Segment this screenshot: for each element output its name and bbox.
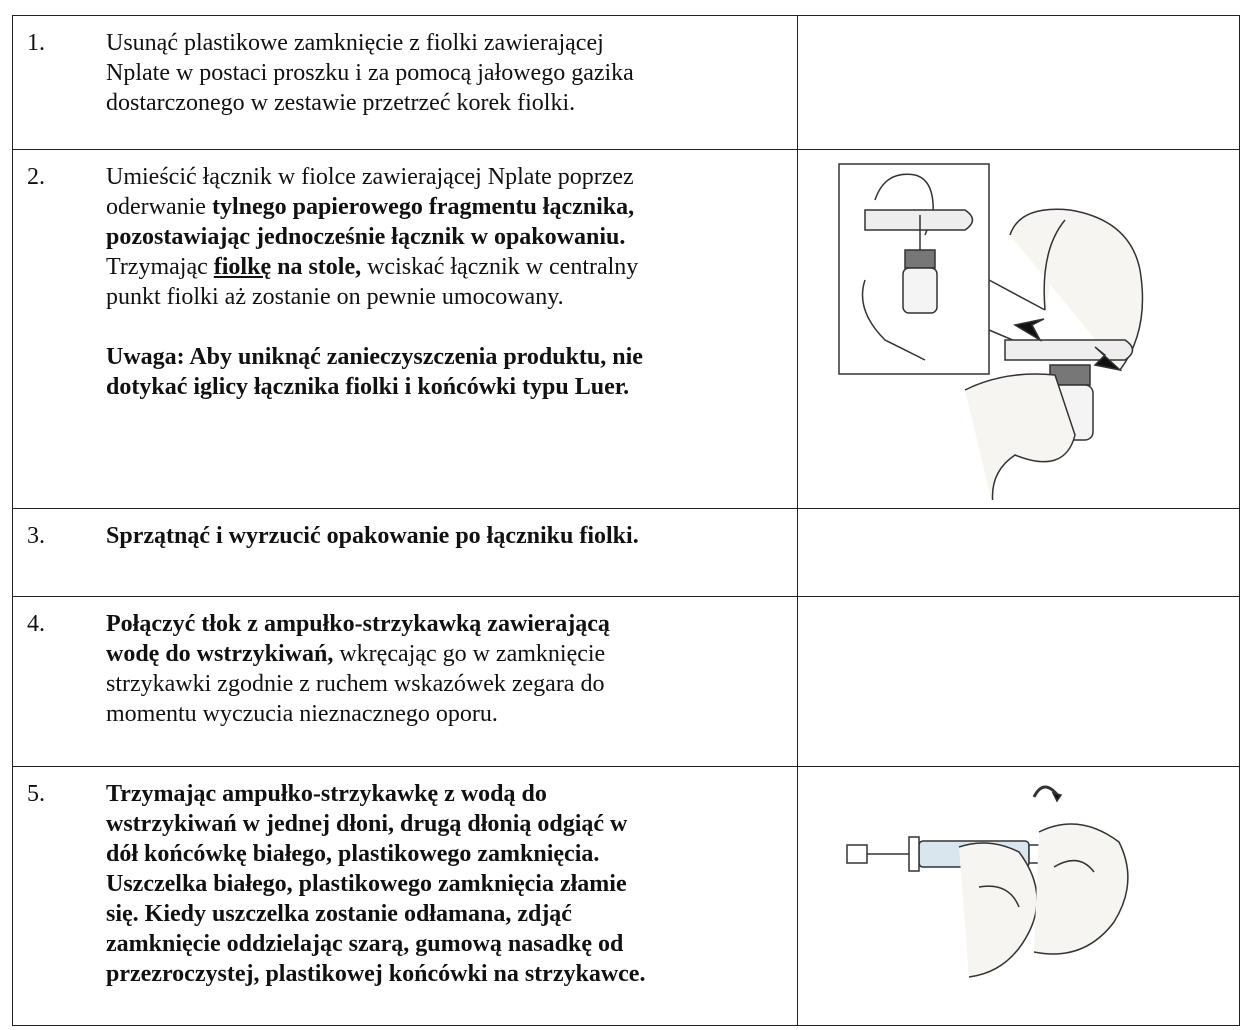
paragraph: Umieścić łącznik w fiolce zawierającej N… (106, 162, 643, 312)
text-line: zamknięcie oddzielając szarą, gumową nas… (106, 929, 645, 959)
paragraph: Uwaga: Aby uniknąć zanieczyszczenia prod… (106, 342, 643, 402)
paragraph: Trzymając ampułko-strzykawkę z wodą do ws… (106, 779, 645, 989)
text-line: Nplate w postaci proszku i za pomocą jał… (106, 58, 634, 88)
bold-text: przezroczystej, plastikowej końcówki na … (106, 961, 646, 987)
image-cell (799, 509, 1239, 596)
text-run: Trzymając (106, 254, 214, 280)
text-line: Sprzątnąć i wyrzucić opakowanie po łączn… (106, 521, 639, 551)
step-number: 4. (27, 611, 45, 637)
text-run: wkręcając go w zamknięcie (333, 641, 606, 667)
text-run: Usunąć plastikowe zamknięcie z fiolki za… (106, 30, 604, 56)
text-run: strzykawki zgodnie z ruchem wskazówek ze… (106, 671, 605, 697)
column-divider (797, 509, 798, 596)
bold-text: Uwaga: Aby uniknąć zanieczyszczenia prod… (106, 344, 643, 370)
image-cell (799, 16, 1239, 149)
table-row: 2. Umieścić łącznik w fiolce zawierającej… (12, 149, 1240, 508)
paragraph: Usunąć plastikowe zamknięcie z fiolki za… (106, 28, 634, 118)
text-line: Połączyć tłok z ampułko-strzykawką zawie… (106, 609, 610, 639)
image-cell (799, 767, 1239, 1025)
step-text: Usunąć plastikowe zamknięcie z fiolki za… (106, 28, 634, 118)
table-row: 4. Połączyć tłok z ampułko-strzykawką zaw… (12, 596, 1240, 766)
bold-text: wstrzykiwań w jednej dłoni, drugą dłonią… (106, 811, 628, 837)
text-run: wciskać łącznik w centralny (361, 254, 639, 280)
text-run: punkt fiolki aż zostanie on pewnie umoco… (106, 284, 564, 310)
step-number: 5. (27, 781, 45, 807)
step-number: 3. (27, 523, 45, 549)
text-line: punkt fiolki aż zostanie on pewnie umoco… (106, 282, 643, 312)
text-line: dotykać iglicy łącznika fiolki i końcówk… (106, 372, 643, 402)
bold-text: się. Kiedy uszczelka zostanie odłamana, … (106, 901, 572, 927)
step-text: Połączyć tłok z ampułko-strzykawką zawie… (106, 609, 610, 729)
text-line: Umieścić łącznik w fiolce zawierającej N… (106, 162, 643, 192)
column-divider (797, 16, 798, 149)
text-line: oderwanie tylnego papierowego fragmentu … (106, 192, 643, 222)
step-number: 1. (27, 30, 45, 56)
text-line: strzykawki zgodnie z ruchem wskazówek ze… (106, 669, 610, 699)
text-line: momentu wyczucia nieznacznego oporu. (106, 699, 610, 729)
text-line: pozostawiając jednocześnie łącznik w opa… (106, 222, 643, 252)
text-line: Uszczelka białego, plastikowego zamknięc… (106, 869, 645, 899)
text-line: Trzymając ampułko-strzykawkę z wodą do (106, 779, 645, 809)
table-row: 3. Sprzątnąć i wyrzucić opakowanie po łąc… (12, 508, 1240, 596)
bold-text: Sprzątnąć i wyrzucić opakowanie po łączn… (106, 523, 639, 549)
text-line: dół końcówkę białego, plastikowego zamkn… (106, 839, 645, 869)
instruction-table: 1. Usunąć plastikowe zamknięcie z fiolki … (12, 15, 1240, 1026)
bold-text: pozostawiając jednocześnie łącznik w opa… (106, 224, 626, 250)
text-line: przezroczystej, plastikowej końcówki na … (106, 959, 645, 989)
step-text: Sprzątnąć i wyrzucić opakowanie po łączn… (106, 521, 639, 551)
bold-text: wodę do wstrzykiwań, (106, 641, 334, 667)
bold-text: zamknięcie oddzielając szarą, gumową nas… (106, 931, 624, 957)
bold-text: Uszczelka białego, plastikowego zamknięc… (106, 871, 627, 897)
bold-text: Trzymając ampułko-strzykawkę z wodą do (106, 781, 547, 807)
illustration-syringe (846, 785, 1129, 978)
text-line: się. Kiedy uszczelka zostanie odłamana, … (106, 899, 645, 929)
bold-text: dół końcówkę białego, plastikowego zamkn… (106, 841, 600, 867)
image-cell (799, 150, 1239, 508)
column-divider (797, 767, 798, 1025)
text-run: Umieścić łącznik w fiolce zawierającej N… (106, 164, 634, 190)
paragraph: Sprzątnąć i wyrzucić opakowanie po łączn… (106, 521, 639, 551)
bold-text: dotykać iglicy łącznika fiolki i końcówk… (106, 374, 630, 400)
illustration-vial-adapter (838, 163, 1144, 500)
text-line: Trzymając fiolkę na stole, wciskać łączn… (106, 252, 643, 282)
text-run: momentu wyczucia nieznacznego oporu. (106, 701, 498, 727)
table-row: 1. Usunąć plastikowe zamknięcie z fiolki … (12, 15, 1240, 149)
text-run: dostarczonego w zestawie przetrzeć korek… (106, 90, 576, 116)
table-row: 5. Trzymając ampułko-strzykawkę z wodą do… (12, 766, 1240, 1026)
step-text: Umieścić łącznik w fiolce zawierającej N… (106, 162, 643, 402)
paragraph: Połączyć tłok z ampułko-strzykawką zawie… (106, 609, 610, 729)
bold-text: Połączyć tłok z ampułko-strzykawką zawie… (106, 611, 610, 637)
text-line: wodę do wstrzykiwań, wkręcając go w zamk… (106, 639, 610, 669)
text-line: dostarczonego w zestawie przetrzeć korek… (106, 88, 634, 118)
text-run: Nplate w postaci proszku i za pomocą jał… (106, 60, 634, 86)
text-line: wstrzykiwań w jednej dłoni, drugą dłonią… (106, 809, 645, 839)
text-run: oderwanie (106, 194, 212, 220)
bold-text: tylnego papierowego fragmentu łącznika, (211, 194, 635, 220)
column-divider (797, 597, 798, 766)
image-cell (799, 597, 1239, 766)
step-text: Trzymając ampułko-strzykawkę z wodą do ws… (106, 779, 645, 989)
text-line: Usunąć plastikowe zamknięcie z fiolki za… (106, 28, 634, 58)
bold-text: na stole, (271, 254, 362, 280)
text-line: Uwaga: Aby uniknąć zanieczyszczenia prod… (106, 342, 643, 372)
step-number: 2. (27, 164, 45, 190)
bold-text: fiolkę (213, 254, 272, 280)
column-divider (797, 150, 798, 508)
